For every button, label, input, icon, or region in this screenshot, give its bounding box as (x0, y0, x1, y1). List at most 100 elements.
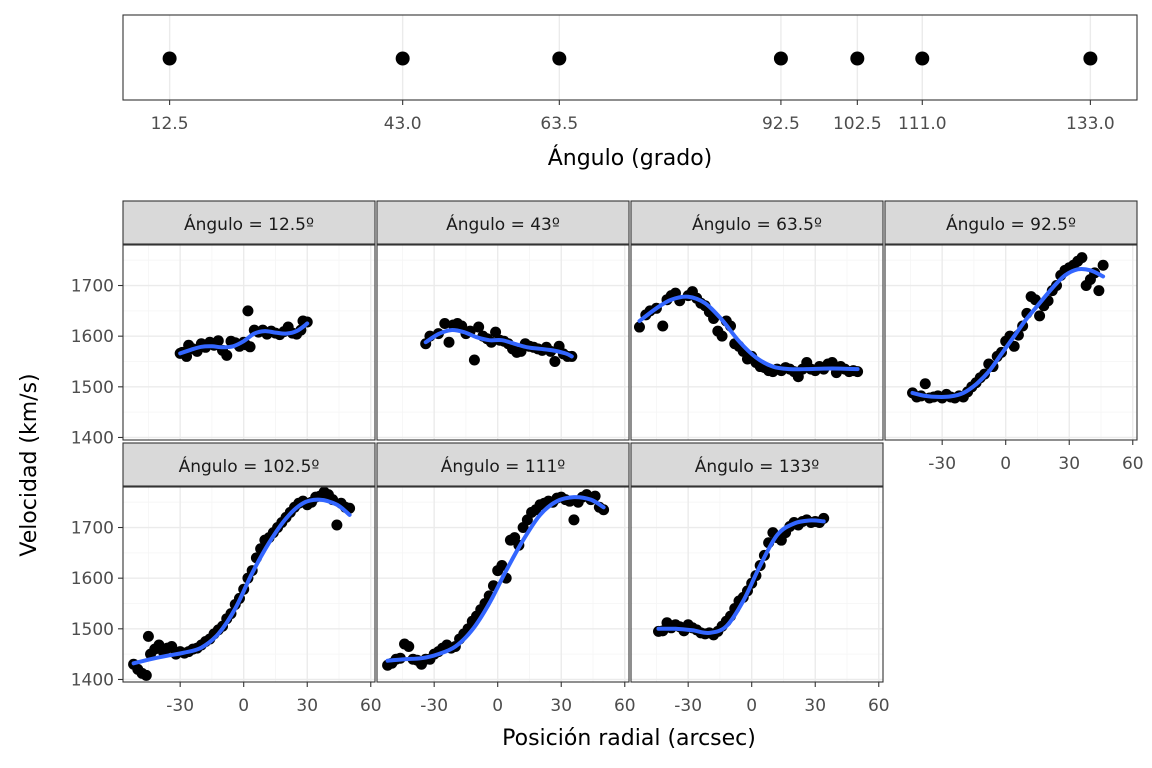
smooth-trend-line (131, 497, 352, 666)
data-point (221, 349, 233, 361)
data-point (443, 336, 455, 348)
angle-point (552, 51, 567, 66)
facet-panel: Ángulo = 43º (376, 200, 630, 441)
top-x-tick-label: 111.0 (898, 114, 947, 134)
top-x-tick-label: 63.5 (540, 114, 578, 134)
smooth-trend-line (385, 495, 606, 663)
facet-strip-label: Ángulo = 111º (441, 455, 566, 477)
velocity-facet-chart: Ángulo = 12.5º 1400 1500 1600 1700 Ángulo = 4… (71, 200, 1144, 716)
y-tick-label: 1400 (71, 428, 114, 448)
facet-panel-border (376, 486, 630, 683)
facet-strip (376, 200, 630, 245)
x-tick-label: 60 (868, 696, 890, 716)
x-tick-label: 30 (804, 696, 826, 716)
top-x-tick-label: 92.5 (762, 114, 800, 134)
data-point (1093, 285, 1105, 297)
angle-point (773, 51, 788, 66)
facet-strip (630, 442, 884, 487)
x-tick-label: 60 (360, 696, 382, 716)
y-tick-label: 1700 (71, 277, 114, 297)
data-point (826, 357, 838, 369)
facet-strip-label: Ángulo = 12.5º (184, 213, 314, 235)
facet-strip-label: Ángulo = 133º (695, 455, 820, 477)
x-tick-label: -30 (420, 696, 448, 716)
data-point (473, 321, 485, 333)
data-point (439, 318, 451, 330)
y-tick-label: 1500 (71, 620, 114, 640)
angle-point (395, 51, 410, 66)
facet-panel-border (122, 486, 376, 683)
data-point (244, 341, 256, 353)
facet-strip (122, 442, 376, 487)
facet-panel-border (884, 244, 1138, 441)
facet-y-axis-title: Velocidad (km/s) (17, 373, 42, 556)
data-point (403, 641, 415, 653)
data-point (1008, 340, 1020, 352)
facet-panel: Ángulo = 133º -30 0 30 60 (630, 442, 890, 716)
x-tick-label: 0 (492, 696, 503, 716)
angle-point (850, 51, 865, 66)
x-tick-label: 30 (1058, 454, 1080, 474)
data-point (716, 330, 728, 342)
data-point (919, 378, 931, 390)
top-panel-border (122, 14, 1138, 101)
data-point (212, 335, 224, 347)
x-tick-label: -30 (674, 696, 702, 716)
smooth-trend-line (910, 266, 1106, 399)
y-tick-label: 1700 (71, 519, 114, 539)
smooth-trend-line (656, 518, 826, 635)
x-tick-label: 0 (1000, 454, 1011, 474)
y-tick-label: 1500 (71, 378, 114, 398)
facet-panel: Ángulo = 63.5º (630, 200, 884, 441)
facet-strip (884, 200, 1138, 245)
facet-x-axis-title: Posición radial (arcsec) (502, 726, 756, 751)
data-point (140, 669, 152, 681)
smooth-trend-line (423, 328, 574, 359)
data-point (568, 514, 580, 526)
x-tick-label: 60 (1122, 454, 1144, 474)
facet-strip (630, 200, 884, 245)
facet-panel: Ángulo = 102.5º 1400 1500 1600 1700 -30 0 30 60 (71, 442, 382, 716)
facet-panel-border (122, 244, 376, 441)
data-point (142, 630, 154, 642)
top-x-tick-label: 133.0 (1066, 114, 1115, 134)
top-x-tick-label: 43.0 (384, 114, 422, 134)
angle-point (162, 51, 177, 66)
facet-strip-label: Ángulo = 43º (446, 213, 560, 235)
top-x-tick-label: 12.5 (151, 114, 189, 134)
angle-point (1083, 51, 1098, 66)
x-tick-label: 0 (746, 696, 757, 716)
facet-panel: Ángulo = 12.5º 1400 1500 1600 1700 (71, 200, 376, 448)
smooth-trend-line (637, 294, 860, 372)
data-point (496, 560, 508, 572)
facet-panel-border (376, 244, 630, 441)
y-tick-label: 1600 (71, 569, 114, 589)
facet-strip (376, 442, 630, 487)
facet-panel-border (630, 244, 884, 441)
x-tick-label: -30 (928, 454, 956, 474)
angle-point (915, 51, 930, 66)
data-point (1034, 310, 1046, 322)
facet-strip-label: Ángulo = 102.5º (179, 455, 320, 477)
angle-strip-chart: 12.5 43.0 63.5 92.5 102.5 111.0 133.0 (122, 14, 1138, 134)
data-point (657, 320, 669, 332)
data-point (490, 326, 502, 338)
data-point (633, 321, 645, 333)
facet-panel: Ángulo = 92.5º -30 0 30 60 (884, 200, 1144, 474)
data-point (1076, 252, 1088, 264)
x-tick-label: 30 (550, 696, 572, 716)
data-point (1097, 259, 1109, 271)
facet-panel-border (630, 486, 884, 683)
data-point (468, 354, 480, 366)
y-tick-label: 1600 (71, 327, 114, 347)
x-tick-label: -30 (166, 696, 194, 716)
facet-panel: Ángulo = 111º -30 0 30 60 (376, 442, 636, 716)
facet-strip-label: Ángulo = 92.5º (946, 213, 1076, 235)
data-point (549, 355, 561, 367)
top-x-axis-title: Ángulo (grado) (548, 145, 713, 171)
top-x-tick-label: 102.5 (833, 114, 882, 134)
y-tick-label: 1400 (71, 670, 114, 690)
x-tick-label: 0 (238, 696, 249, 716)
facet-strip (122, 200, 376, 245)
